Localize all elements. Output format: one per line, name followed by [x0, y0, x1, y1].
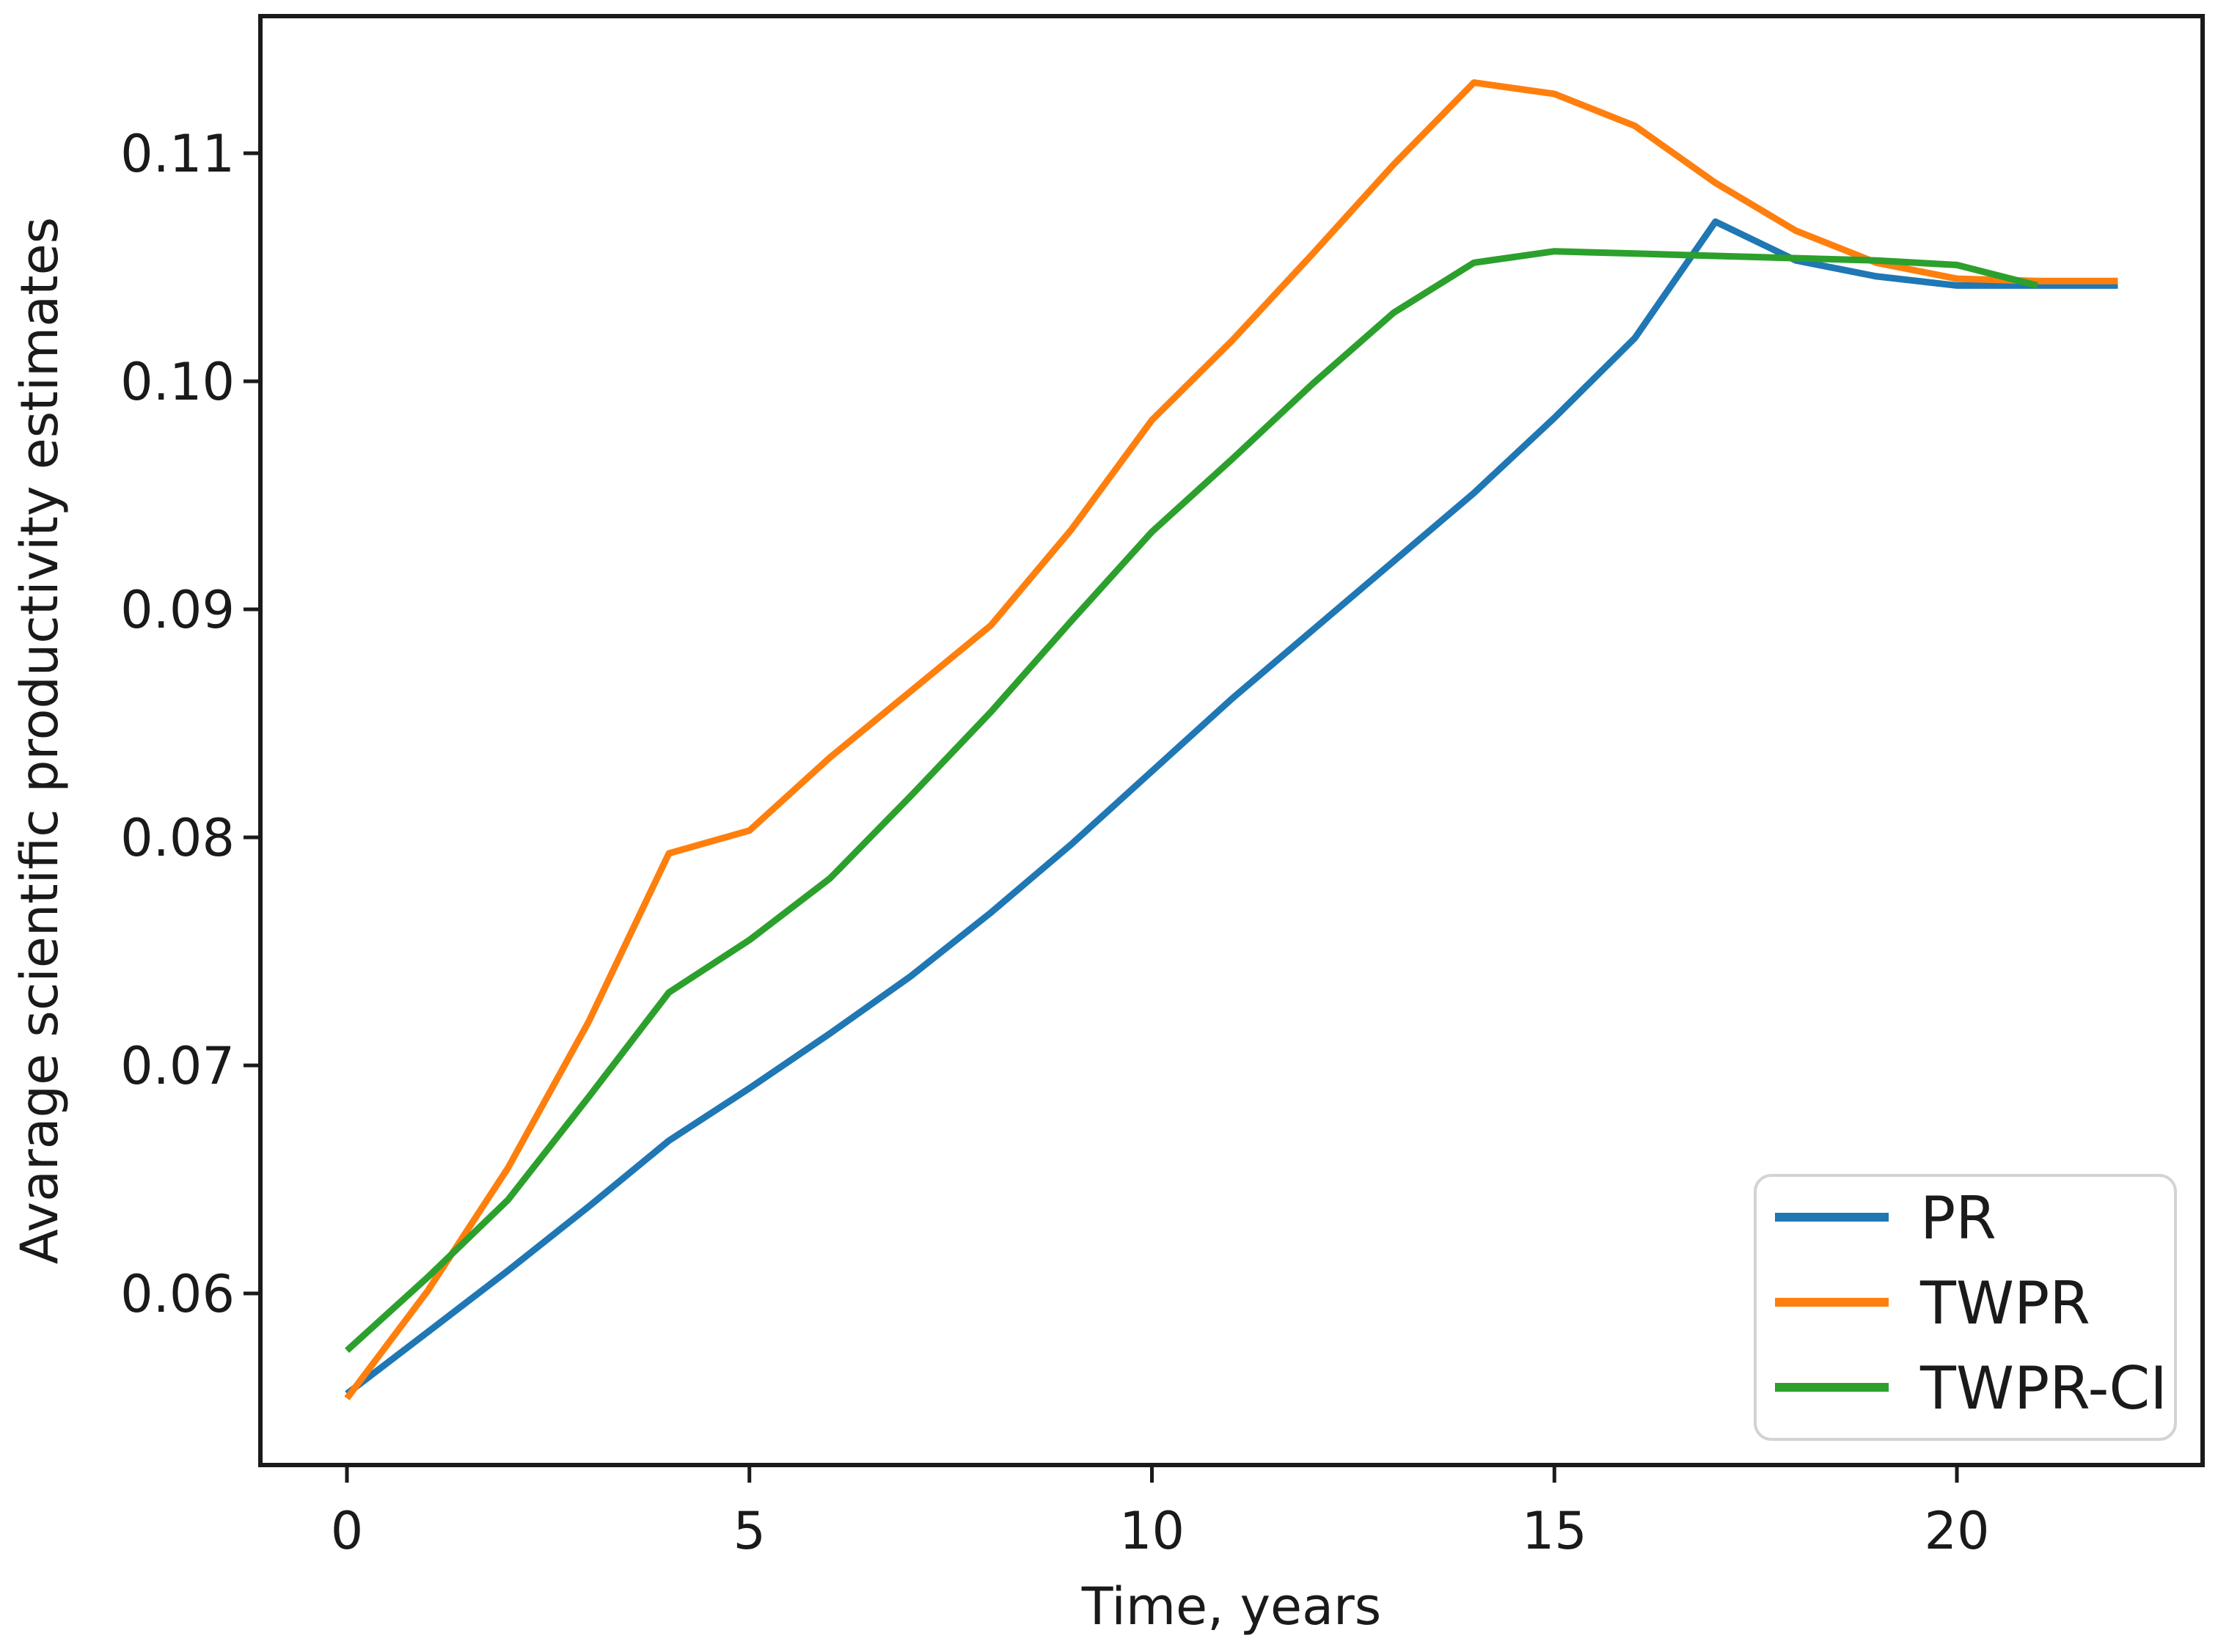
y-tick-label: 0.08 — [120, 808, 235, 868]
y-tick-label: 0.11 — [120, 124, 235, 184]
y-axis-title: Avarage scientific productivity estimate… — [10, 217, 70, 1264]
legend-label-PR: PR — [1920, 1184, 1996, 1252]
x-tick-label: 20 — [1924, 1501, 1989, 1561]
x-tick-label: 15 — [1522, 1501, 1587, 1561]
x-tick-label: 5 — [733, 1501, 766, 1561]
series-lines — [344, 79, 2118, 1400]
x-axis-title: Time, years — [1081, 1576, 1381, 1637]
series-line-TWPR — [344, 79, 2118, 1400]
series-line-TWPR-CI — [344, 248, 2038, 1354]
legend: PR TWPR TWPR-CI — [1754, 1174, 2177, 1441]
y-tick-label: 0.09 — [120, 580, 235, 640]
series-line-PR — [345, 218, 2118, 1397]
legend-label-TWPR-CI: TWPR-CI — [1919, 1354, 2167, 1422]
x-tick-label: 10 — [1119, 1501, 1185, 1561]
y-tick-label: 0.06 — [120, 1264, 235, 1324]
legend-label-TWPR: TWPR — [1919, 1269, 2090, 1337]
x-axis-ticks: 0 5 10 15 20 — [331, 1465, 1990, 1561]
y-tick-label: 0.10 — [120, 352, 235, 412]
plot-area-border — [258, 14, 2205, 1467]
legend-box — [1754, 1174, 2177, 1441]
x-tick-label: 0 — [331, 1501, 364, 1561]
y-axis-ticks: 0.06 0.07 0.08 0.09 0.10 0.11 — [120, 124, 260, 1324]
y-tick-label: 0.07 — [120, 1036, 235, 1096]
